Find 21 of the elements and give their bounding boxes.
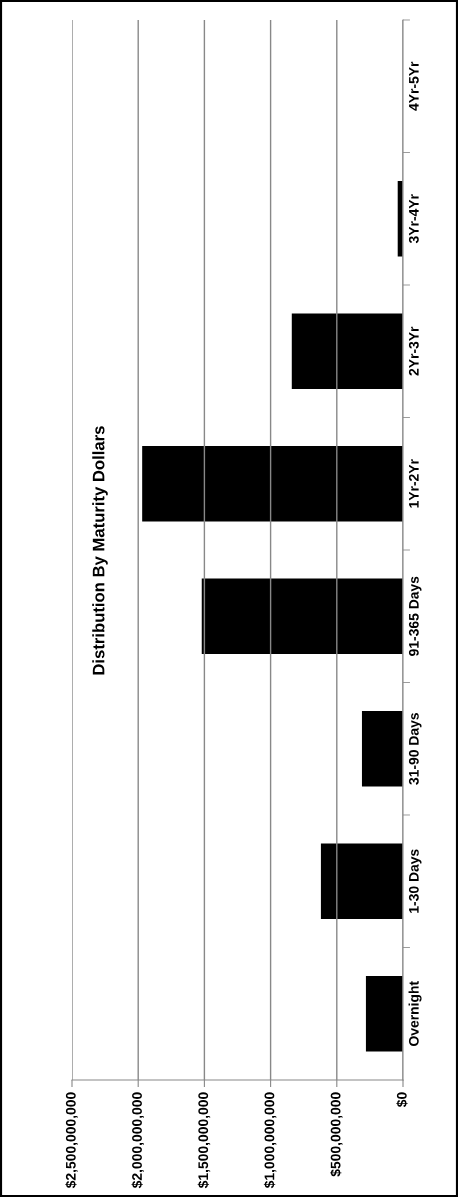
x-tick-label: $1,000,000,000 xyxy=(263,1092,277,1189)
bar xyxy=(320,843,403,920)
y-tick-label: 1Yr-2Yr xyxy=(408,459,419,508)
x-tick-label: $1,500,000,000 xyxy=(197,1092,211,1189)
y-tick-label: 1-30 Days xyxy=(408,849,422,913)
text: Distribution By Maturity Dollars xyxy=(92,426,108,675)
x-tick-label: $2,000,000,000 xyxy=(131,1092,144,1189)
bar xyxy=(201,578,403,655)
y-tick-label: 91-365 Days xyxy=(408,576,422,656)
y-tick-label: Overnight xyxy=(408,981,422,1046)
bar xyxy=(361,710,403,787)
y-tick-label: 3Yr-4Yr xyxy=(408,194,419,244)
y-tick-label: 2Yr-3Yr xyxy=(408,326,419,376)
x-tick-label: $2,500,000,000 xyxy=(65,1092,78,1189)
bar xyxy=(365,975,403,1052)
y-tick-label: 31-90 Days xyxy=(408,713,422,785)
x-tick-label: $0 xyxy=(396,1092,408,1108)
bar xyxy=(142,445,403,522)
x-tick-label: $500,000,000 xyxy=(330,1092,343,1177)
y-tick-label: 4Yr-5Yr xyxy=(409,61,419,111)
bar xyxy=(291,313,403,390)
